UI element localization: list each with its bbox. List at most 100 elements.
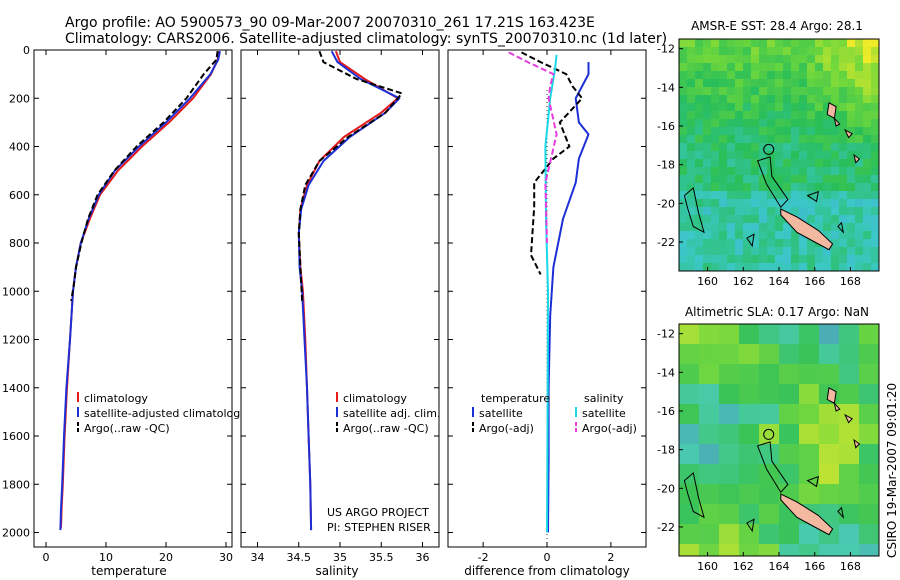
sst-cell: [791, 127, 799, 135]
sst-cell: [735, 87, 743, 95]
sst-cell: [815, 39, 823, 47]
sst-cell: [775, 247, 783, 255]
sst-cell: [847, 103, 855, 111]
sst-cell: [847, 263, 855, 271]
sst-cell: [839, 231, 847, 239]
sst-cell: [735, 215, 743, 223]
plot-frame: [33, 49, 233, 548]
sst-cell: [823, 119, 831, 127]
sst-cell: [751, 95, 759, 103]
sst-cell: [751, 79, 759, 87]
sla-cell: [799, 364, 819, 384]
sst-cell: [775, 71, 783, 79]
sst-cell: [815, 175, 823, 183]
sst-cell: [839, 199, 847, 207]
sst-cell: [799, 39, 807, 47]
sst-cell: [791, 247, 799, 255]
sst-cell: [871, 103, 879, 111]
sst-cell: [711, 119, 719, 127]
reef-contour: [806, 190, 819, 203]
sla-cell: [759, 484, 779, 504]
vanuatu-land: [833, 116, 841, 127]
sst-cell: [767, 119, 775, 127]
sst-cell: [839, 47, 847, 55]
sst-cell: [871, 159, 879, 167]
sst-cell: [767, 199, 775, 207]
sla-cell: [859, 464, 879, 484]
sst-cell: [815, 63, 823, 71]
sla-field: [679, 324, 879, 556]
sst-cell: [863, 135, 871, 143]
sla-cell: [699, 424, 719, 444]
sst-cell: [839, 175, 847, 183]
sst-cell: [695, 199, 703, 207]
x-tick-label: 0: [544, 551, 551, 564]
sst-cell: [855, 39, 863, 47]
sst-cell: [791, 143, 799, 151]
sst-cell: [695, 151, 703, 159]
sst-cell: [727, 103, 735, 111]
sst-cell: [719, 87, 727, 95]
sst-cell: [823, 175, 831, 183]
sst-cell: [855, 167, 863, 175]
sst-cell: [855, 71, 863, 79]
sst-cell: [759, 103, 767, 111]
sst-cell: [847, 87, 855, 95]
title-line-2: Climatology: CARS2006. Satellite-adjuste…: [65, 31, 667, 47]
sst-cell: [695, 215, 703, 223]
sst-cell: [783, 255, 791, 263]
map-y-tick-label: -12: [657, 328, 675, 341]
sst-cell: [767, 175, 775, 183]
sst-cell: [743, 263, 751, 271]
sst-cell: [839, 55, 847, 63]
sst-cell: [735, 263, 743, 271]
y-tick-label: 1200: [2, 334, 30, 347]
sla-cell: [739, 324, 759, 344]
sst-cell: [687, 135, 695, 143]
sst-cell: [679, 231, 687, 239]
sst-cell: [727, 199, 735, 207]
sst-cell: [703, 199, 711, 207]
difference-axis-label: difference from climatology: [464, 564, 630, 578]
sla-cell: [859, 404, 879, 424]
sst-cell: [719, 79, 727, 87]
sst-cell: [799, 207, 807, 215]
sst-cell: [687, 231, 695, 239]
sst-cell: [847, 111, 855, 119]
sla-cell: [779, 464, 799, 484]
sst-cell: [679, 159, 687, 167]
sst-cell: [823, 63, 831, 71]
sst-cell: [839, 263, 847, 271]
sst-cell: [767, 55, 775, 63]
sla-cell: [779, 404, 799, 424]
sla-cell: [839, 444, 859, 464]
sla-cell: [819, 404, 839, 424]
sst-cell: [711, 95, 719, 103]
sst-cell: [679, 39, 687, 47]
sst-cell: [767, 255, 775, 263]
sst-cell: [743, 119, 751, 127]
sst-cell: [815, 263, 823, 271]
sst-cell: [687, 127, 695, 135]
sla-cell: [799, 484, 819, 504]
sst-cell: [759, 47, 767, 55]
sst-cell: [791, 39, 799, 47]
sst-cell: [775, 87, 783, 95]
sst-cell: [703, 183, 711, 191]
sst-cell: [839, 111, 847, 119]
sst-cell: [751, 39, 759, 47]
series-line-argo-raw-qc-: [70, 51, 219, 302]
sst-cell: [743, 127, 751, 135]
sst-cell: [815, 127, 823, 135]
sst-cell: [727, 127, 735, 135]
sst-cell: [815, 247, 823, 255]
sst-cell: [727, 175, 735, 183]
x-tick-label: 20: [159, 551, 173, 564]
sst-cell: [687, 47, 695, 55]
sla-cell: [699, 544, 719, 556]
sst-cell: [847, 55, 855, 63]
sst-cell: [831, 199, 839, 207]
sst-cell: [815, 207, 823, 215]
sst-cell: [831, 63, 839, 71]
sst-cell: [791, 263, 799, 271]
